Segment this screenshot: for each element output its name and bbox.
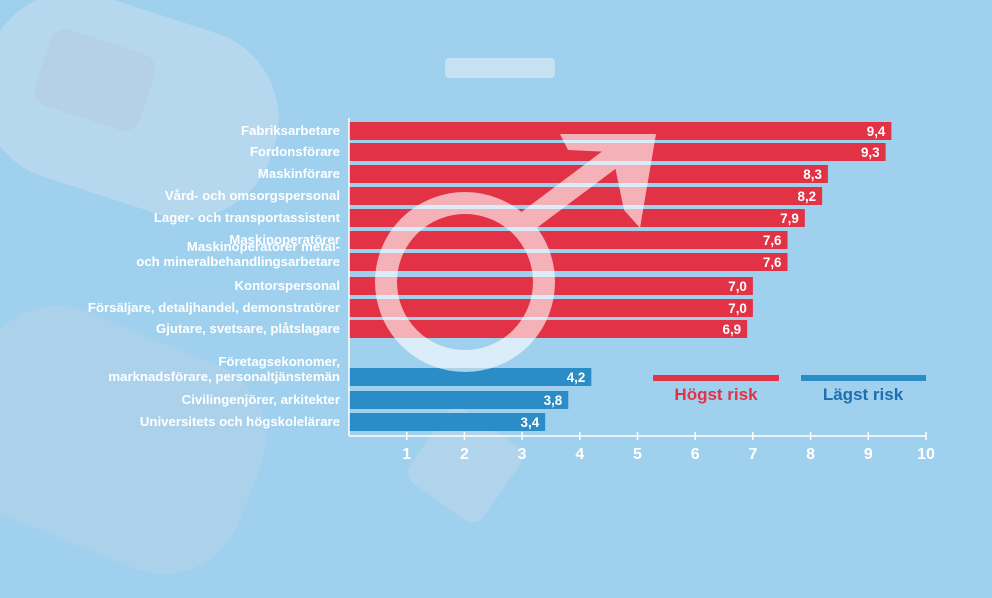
risk-bar-chart: Fabriksarbetare Fordonsförare Maskinförare…	[88, 118, 935, 463]
bar-12	[349, 391, 569, 409]
value-label-11: 4,2	[567, 370, 586, 385]
legend-label-1: Högst risk	[674, 385, 758, 404]
x-tick-label-7: 7	[748, 446, 757, 463]
bar-7	[349, 253, 788, 271]
value-label-10: 6,9	[723, 322, 742, 337]
category-label-3: Maskinförare	[258, 166, 340, 181]
category-label-12: Civilingenjörer, arkitekter	[182, 392, 340, 407]
value-label-6: 7,6	[763, 233, 782, 248]
value-label-5: 7,9	[780, 211, 799, 226]
category-label-1: Fabriksarbetare	[241, 123, 340, 138]
x-tick-label-5: 5	[633, 446, 642, 463]
value-label-7: 7,6	[763, 255, 782, 270]
value-label-12: 3,8	[544, 393, 563, 408]
category-label-4: Vård- och omsorgspersonal	[165, 188, 340, 203]
category-label-7: Maskinoperatörer metal-och mineralbehand…	[136, 239, 340, 269]
category-label-2: Fordonsförare	[250, 144, 340, 159]
x-tick-label-1: 1	[402, 446, 411, 463]
value-label-13: 3,4	[521, 415, 540, 430]
bar-1	[349, 122, 892, 140]
x-tick-label-3: 3	[518, 446, 527, 463]
value-label-1: 9,4	[867, 124, 886, 139]
bar-6	[349, 231, 788, 249]
value-label-2: 9,3	[861, 145, 880, 160]
value-label-9: 7,0	[728, 301, 747, 316]
category-label-10: Gjutare, svetsare, plåtslagare	[156, 321, 340, 336]
legend-label-2: Lägst risk	[823, 385, 904, 404]
category-label-13: Universitets och högskolelärare	[140, 414, 340, 429]
category-label-6: Maskinoperatörer	[229, 232, 340, 247]
x-tick-label-8: 8	[806, 446, 815, 463]
value-labels-group: 9,4 9,3 8,3 8,2 7,9 7,6 7,6 7,0 7,0 6,9 4,2 3,8 3,4	[521, 124, 886, 430]
category-label-5: Lager- och transportassistent	[154, 210, 341, 225]
x-tick-label-10: 10	[917, 446, 935, 463]
legend-swatch-2	[801, 375, 926, 381]
bar-11	[349, 368, 592, 386]
category-label-11: Företagsekonomer, marknadsförare, persona…	[108, 354, 340, 384]
value-label-3: 8,3	[803, 167, 822, 182]
test-strip-background	[445, 58, 555, 78]
category-label-8: Kontorspersonal	[234, 278, 340, 293]
male-symbol-icon	[375, 134, 656, 372]
x-tick-label-6: 6	[691, 446, 700, 463]
x-tick-label-4: 4	[575, 446, 584, 463]
category-label-9: Försäljare, detaljhandel, demonstratörer	[88, 300, 340, 315]
x-tick-label-9: 9	[864, 446, 873, 463]
value-label-4: 8,2	[798, 189, 817, 204]
chart-stage: Fabriksarbetare Fordonsförare Maskinförare…	[0, 0, 935, 598]
x-axis: 1 2 3 4 5 6 7 8 9 10	[348, 118, 935, 463]
value-label-8: 7,0	[728, 279, 747, 294]
x-tick-label-2: 2	[460, 446, 469, 463]
legend: Högst risk Lägst risk	[653, 375, 926, 404]
legend-swatch-1	[653, 375, 779, 381]
category-labels-group: Fabriksarbetare Fordonsförare Maskinförare…	[88, 123, 341, 429]
bar-10	[349, 320, 748, 338]
bar-13	[349, 413, 546, 431]
